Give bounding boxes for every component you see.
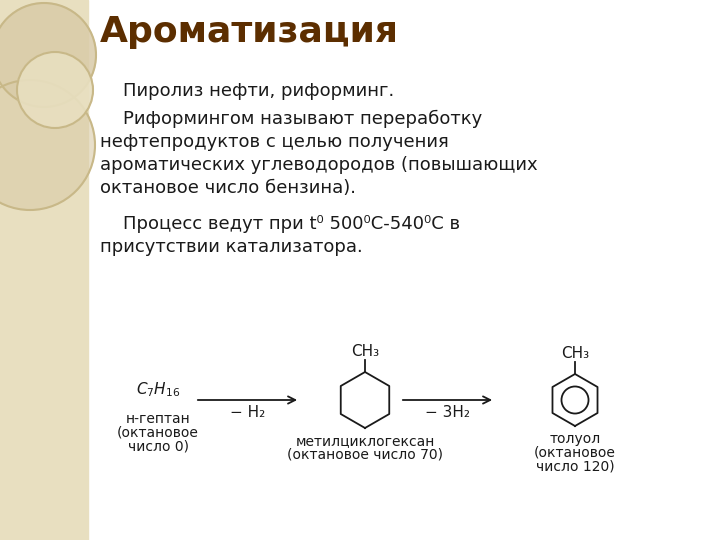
Text: CH₃: CH₃ (351, 345, 379, 360)
Text: толуол: толуол (549, 432, 600, 446)
Text: метилциклогексан: метилциклогексан (295, 434, 435, 448)
Circle shape (0, 3, 96, 107)
Text: присутствии катализатора.: присутствии катализатора. (100, 238, 363, 256)
Text: − H₂: − H₂ (230, 405, 265, 420)
Text: Ароматизация: Ароматизация (100, 15, 399, 49)
Text: (октановое: (октановое (534, 446, 616, 460)
Text: число 0): число 0) (127, 440, 189, 454)
Text: число 120): число 120) (536, 460, 614, 474)
Circle shape (17, 52, 93, 128)
Text: Процесс ведут при t⁰ 500⁰C-540⁰C в: Процесс ведут при t⁰ 500⁰C-540⁰C в (100, 215, 460, 233)
Text: CH₃: CH₃ (561, 347, 589, 361)
Text: (октановое число 70): (октановое число 70) (287, 448, 443, 462)
Text: (октановое: (октановое (117, 426, 199, 440)
Text: Пиролиз нефти, риформинг.: Пиролиз нефти, риформинг. (100, 82, 395, 100)
Circle shape (0, 80, 95, 210)
Text: − 3H₂: − 3H₂ (425, 405, 470, 420)
Text: н-гептан: н-гептан (125, 412, 190, 426)
Bar (0, 0, 88, 540)
Text: нефтепродуктов с целью получения: нефтепродуктов с целью получения (100, 133, 449, 151)
Text: Риформингом называют переработку: Риформингом называют переработку (100, 110, 482, 128)
Text: октановое число бензина).: октановое число бензина). (100, 179, 356, 197)
Text: ароматических углеводородов (повышающих: ароматических углеводородов (повышающих (100, 156, 538, 174)
Text: $C_7H_{16}$: $C_7H_{16}$ (136, 381, 180, 400)
